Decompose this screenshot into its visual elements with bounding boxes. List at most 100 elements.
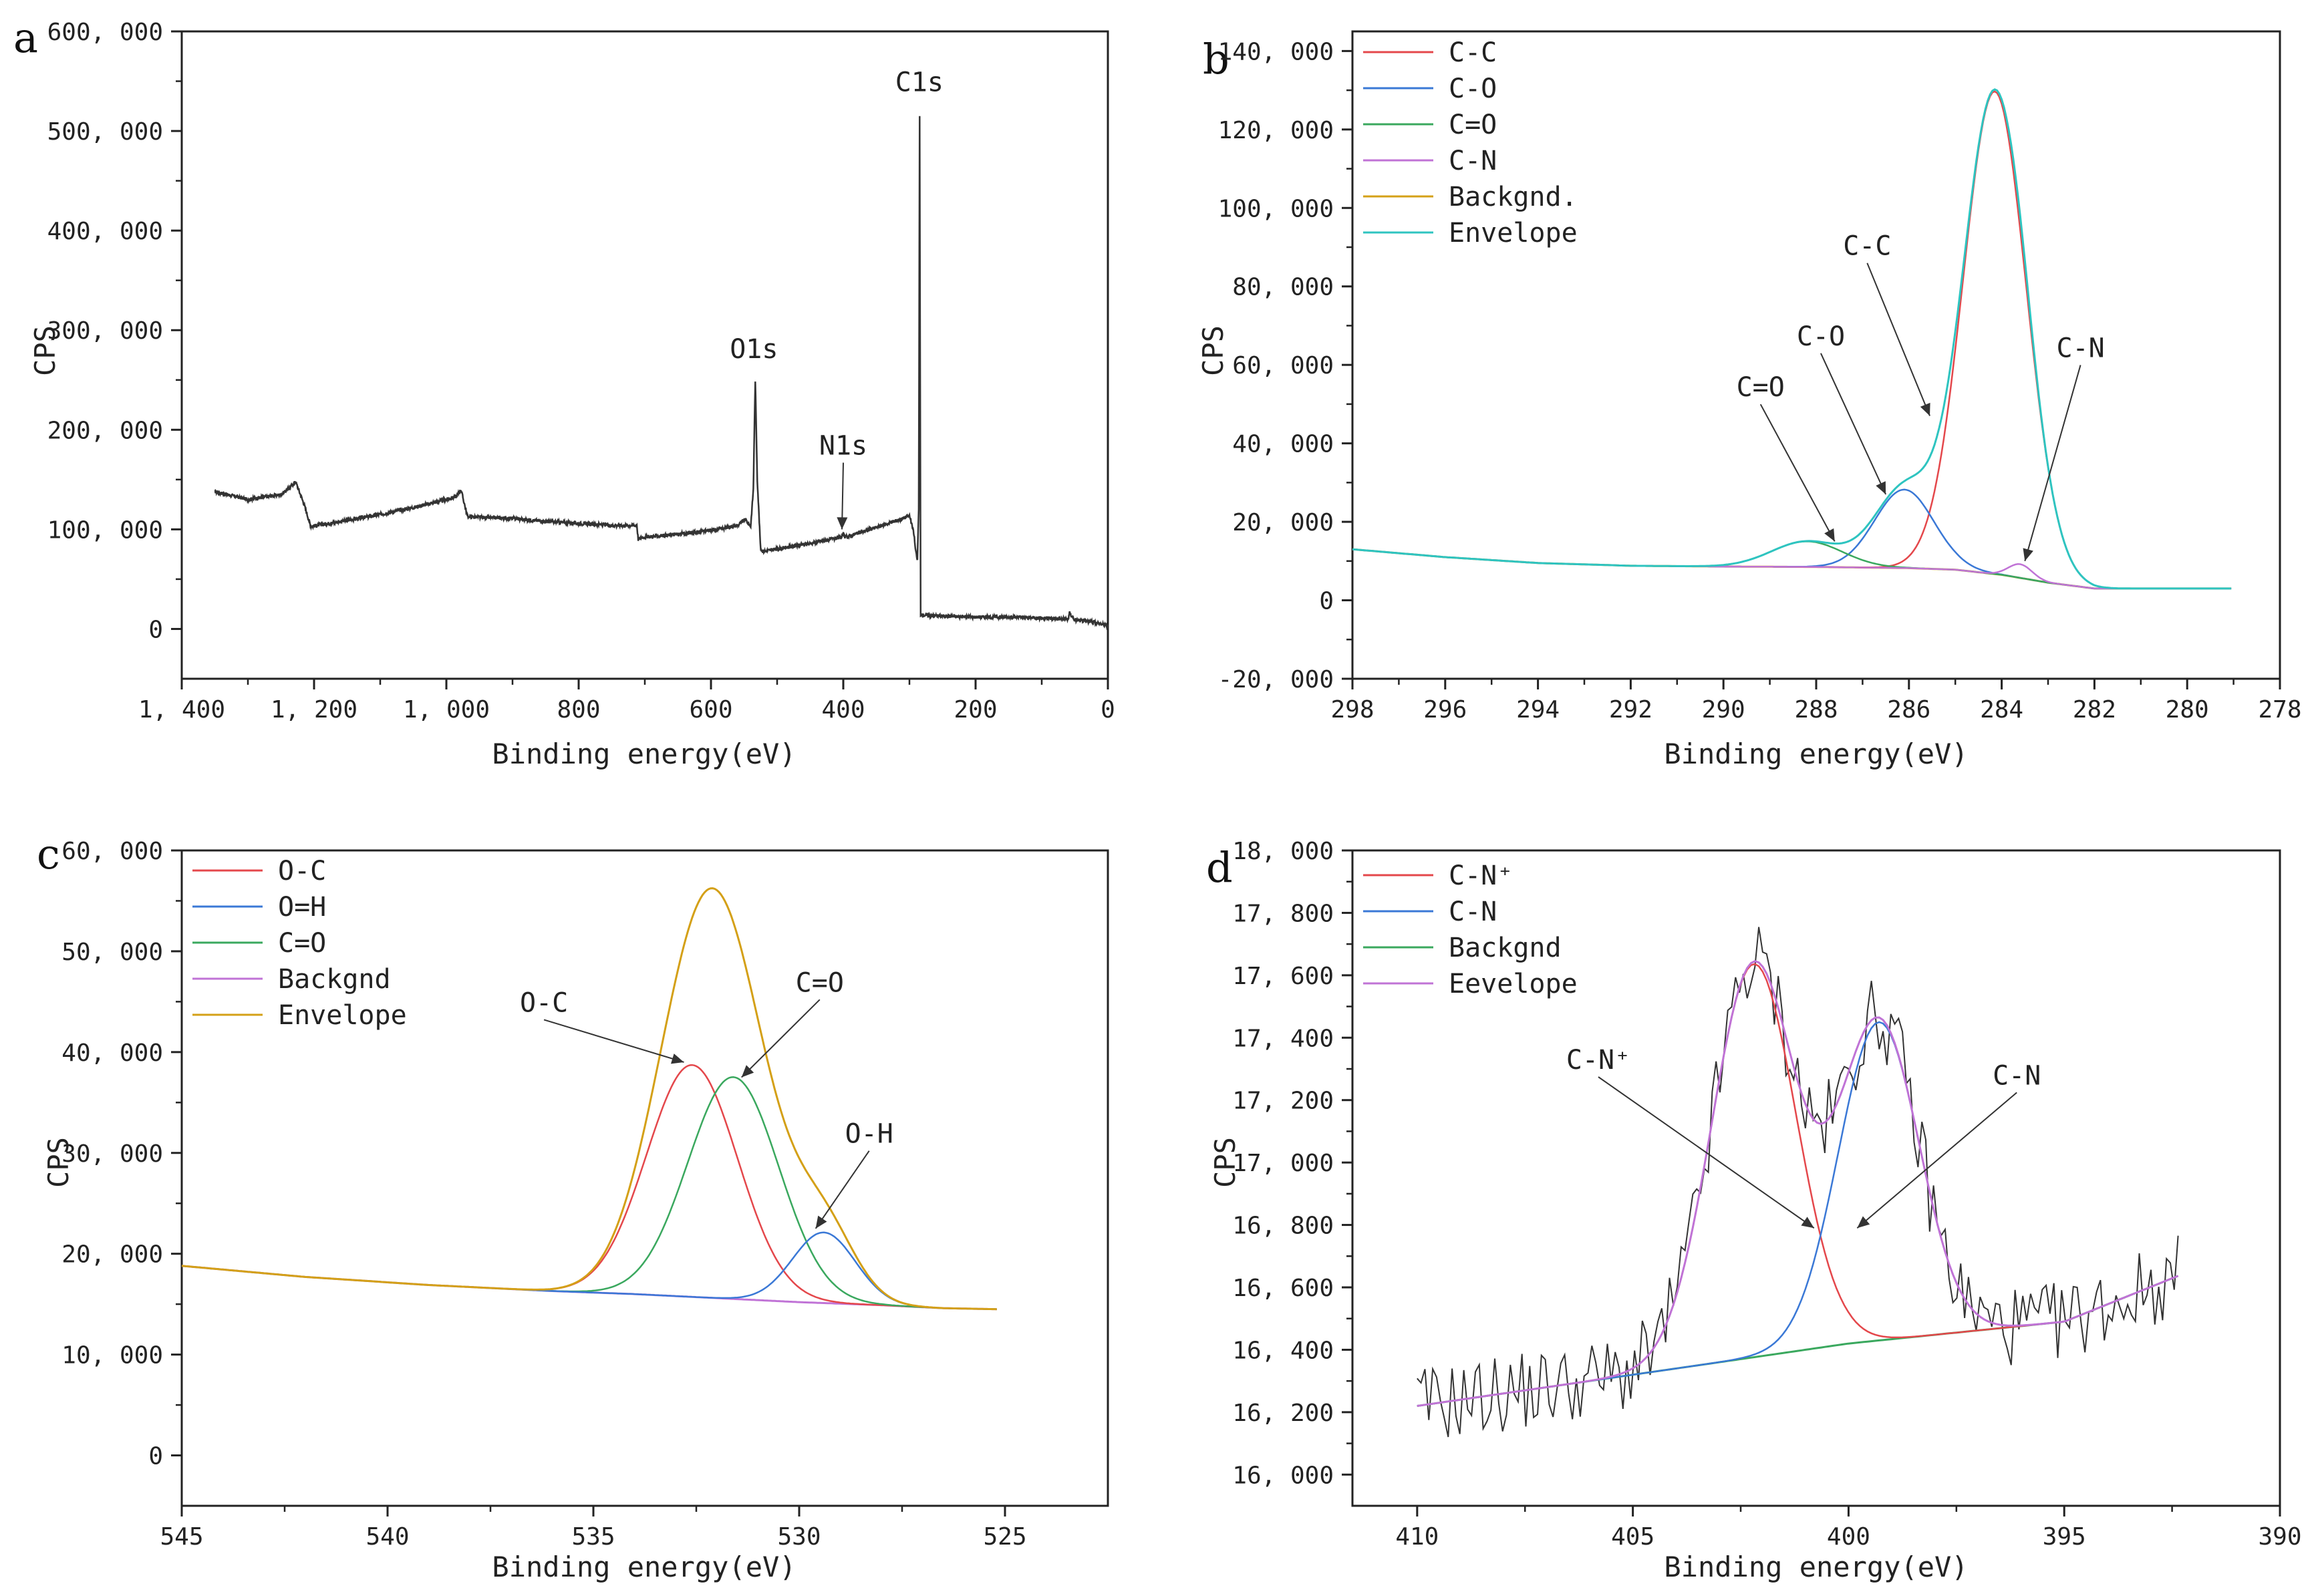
panel-d-letter: d	[1206, 843, 1233, 892]
plot-frame	[180, 849, 1109, 1507]
legend-label: C=O	[278, 928, 326, 959]
legend-label: Backgnd	[1449, 933, 1562, 963]
annotation-label: C-O	[1797, 321, 1845, 352]
y-tick-label: 16, 600	[1232, 1275, 1334, 1302]
y-tick-label: 16, 000	[1232, 1462, 1334, 1489]
legend-label: Eevelope	[1449, 969, 1578, 999]
annotation-label: O-C	[520, 987, 568, 1018]
y-tick-label: 16, 400	[1232, 1337, 1334, 1364]
y-tick-label: 50, 000	[61, 939, 163, 966]
y-tick-label: 60, 000	[1232, 352, 1334, 379]
x-tick-label: 200	[954, 696, 997, 724]
annotation-arrow-line	[1820, 353, 1887, 495]
background-line	[1352, 548, 2232, 590]
y-tick-label: 0	[148, 1443, 163, 1470]
annotation-arrowhead	[1876, 481, 1886, 494]
annotation-arrow-line	[741, 999, 821, 1078]
y-tick-label: 40, 000	[1232, 431, 1334, 458]
annotation-arrow-line	[1598, 1076, 1815, 1229]
fitted-peak-2	[1352, 488, 2232, 590]
y-tick-label: 600, 000	[47, 19, 163, 46]
panel-c-ylabel: CPS	[42, 1137, 75, 1188]
legend-label: C=O	[1449, 110, 1497, 140]
x-tick-label: 280	[2166, 696, 2209, 724]
legend-label: C-O	[1449, 73, 1497, 104]
x-tick-label: 400	[821, 696, 865, 724]
y-tick-label: 18, 000	[1232, 838, 1334, 865]
y-tick-label: 60, 000	[61, 838, 163, 865]
x-tick-label: 294	[1516, 696, 1560, 724]
annotation-label: O-H	[845, 1119, 893, 1150]
annotation-arrow-line	[815, 1150, 870, 1229]
panel-d-xlabel: Binding energy(eV)	[1664, 1551, 1968, 1583]
x-tick-label: 298	[1330, 696, 1374, 724]
annotation-label: C-N	[1993, 1060, 2041, 1091]
x-tick-label: 800	[557, 696, 600, 724]
y-tick-label: 140, 000	[1218, 38, 1334, 65]
annotation-arrowhead	[1857, 1216, 1870, 1229]
panel-b-ylabel: CPS	[1197, 325, 1230, 376]
x-tick-label: 284	[1980, 696, 2023, 724]
annotation-arrow-line	[1759, 404, 1836, 542]
y-tick-label: 30, 000	[61, 1140, 163, 1168]
x-tick-label: 545	[160, 1523, 203, 1551]
annotation-arrowhead	[741, 1065, 754, 1078]
x-tick-label: 395	[2043, 1523, 2086, 1551]
x-tick-label: 410	[1395, 1523, 1439, 1551]
y-tick-label: 17, 000	[1232, 1150, 1334, 1177]
envelope-line	[181, 887, 997, 1311]
annotation-label: C=O	[796, 967, 844, 998]
panel-c-letter: c	[37, 830, 60, 879]
legend-label: O=H	[278, 892, 326, 923]
x-tick-label: 1, 200	[271, 696, 357, 724]
legend-label: Envelope	[1449, 218, 1578, 249]
envelope-line	[1417, 960, 2179, 1407]
annotation-arrowhead	[837, 517, 848, 530]
annotation-arrowhead	[670, 1054, 684, 1064]
x-tick-label: 405	[1611, 1523, 1654, 1551]
panel-d-ylabel: CPS	[1209, 1137, 1242, 1188]
raw-data-line	[1417, 927, 2179, 1438]
x-tick-label: 1, 400	[138, 696, 225, 724]
y-tick-label: 80, 000	[1232, 274, 1334, 301]
y-tick-label: 0	[1319, 588, 1334, 615]
y-tick-label: 10, 000	[61, 1342, 163, 1370]
y-tick-label: 120, 000	[1218, 117, 1334, 144]
legend-label: Envelope	[278, 1000, 407, 1031]
y-tick-label: 400, 000	[47, 218, 163, 245]
y-tick-label: 500, 000	[47, 118, 163, 146]
x-tick-label: 290	[1702, 696, 1745, 724]
x-tick-label: 0	[1101, 696, 1115, 724]
annotation-arrowhead	[1801, 1217, 1814, 1229]
annotation-arrow-line	[1866, 263, 1930, 416]
x-tick-label: 292	[1609, 696, 1652, 724]
annotation-arrowhead	[1920, 402, 1930, 416]
legend-label: C-N⁺	[1449, 860, 1513, 891]
y-tick-label: 16, 800	[1232, 1213, 1334, 1240]
x-tick-label: 286	[1887, 696, 1930, 724]
y-tick-label: 16, 200	[1232, 1400, 1334, 1427]
y-tick-label: -20, 000	[1218, 666, 1334, 693]
annotation-label: C-N	[2056, 333, 2104, 363]
annotation-label: C-C	[1843, 231, 1891, 262]
x-tick-label: 540	[366, 1523, 409, 1551]
plot-frame	[1351, 849, 2281, 1507]
panel-c-xlabel: Binding energy(eV)	[492, 1551, 796, 1583]
legend-label: Backgnd.	[1449, 182, 1578, 212]
legend-label: C-N	[1449, 146, 1497, 176]
fitted-peak-4	[1352, 548, 2232, 590]
envelope-line	[1352, 88, 2232, 590]
annotation-label: C1s	[895, 67, 944, 98]
x-tick-label: 278	[2258, 696, 2301, 724]
panel-a-ylabel: CPS	[29, 325, 61, 376]
annotation-label: O1s	[730, 334, 778, 365]
y-tick-label: 100, 000	[47, 516, 163, 544]
panel-a: a Binding energy(eV) CPS 1, 400 1, 200 1, …	[13, 13, 1115, 770]
x-tick-label: 296	[1423, 696, 1467, 724]
panel-a-letter: a	[13, 13, 38, 62]
y-tick-label: 300, 000	[47, 317, 163, 345]
annotation-label: C-N⁺	[1566, 1045, 1630, 1076]
x-tick-label: 600	[689, 696, 732, 724]
x-tick-label: 1, 000	[403, 696, 490, 724]
